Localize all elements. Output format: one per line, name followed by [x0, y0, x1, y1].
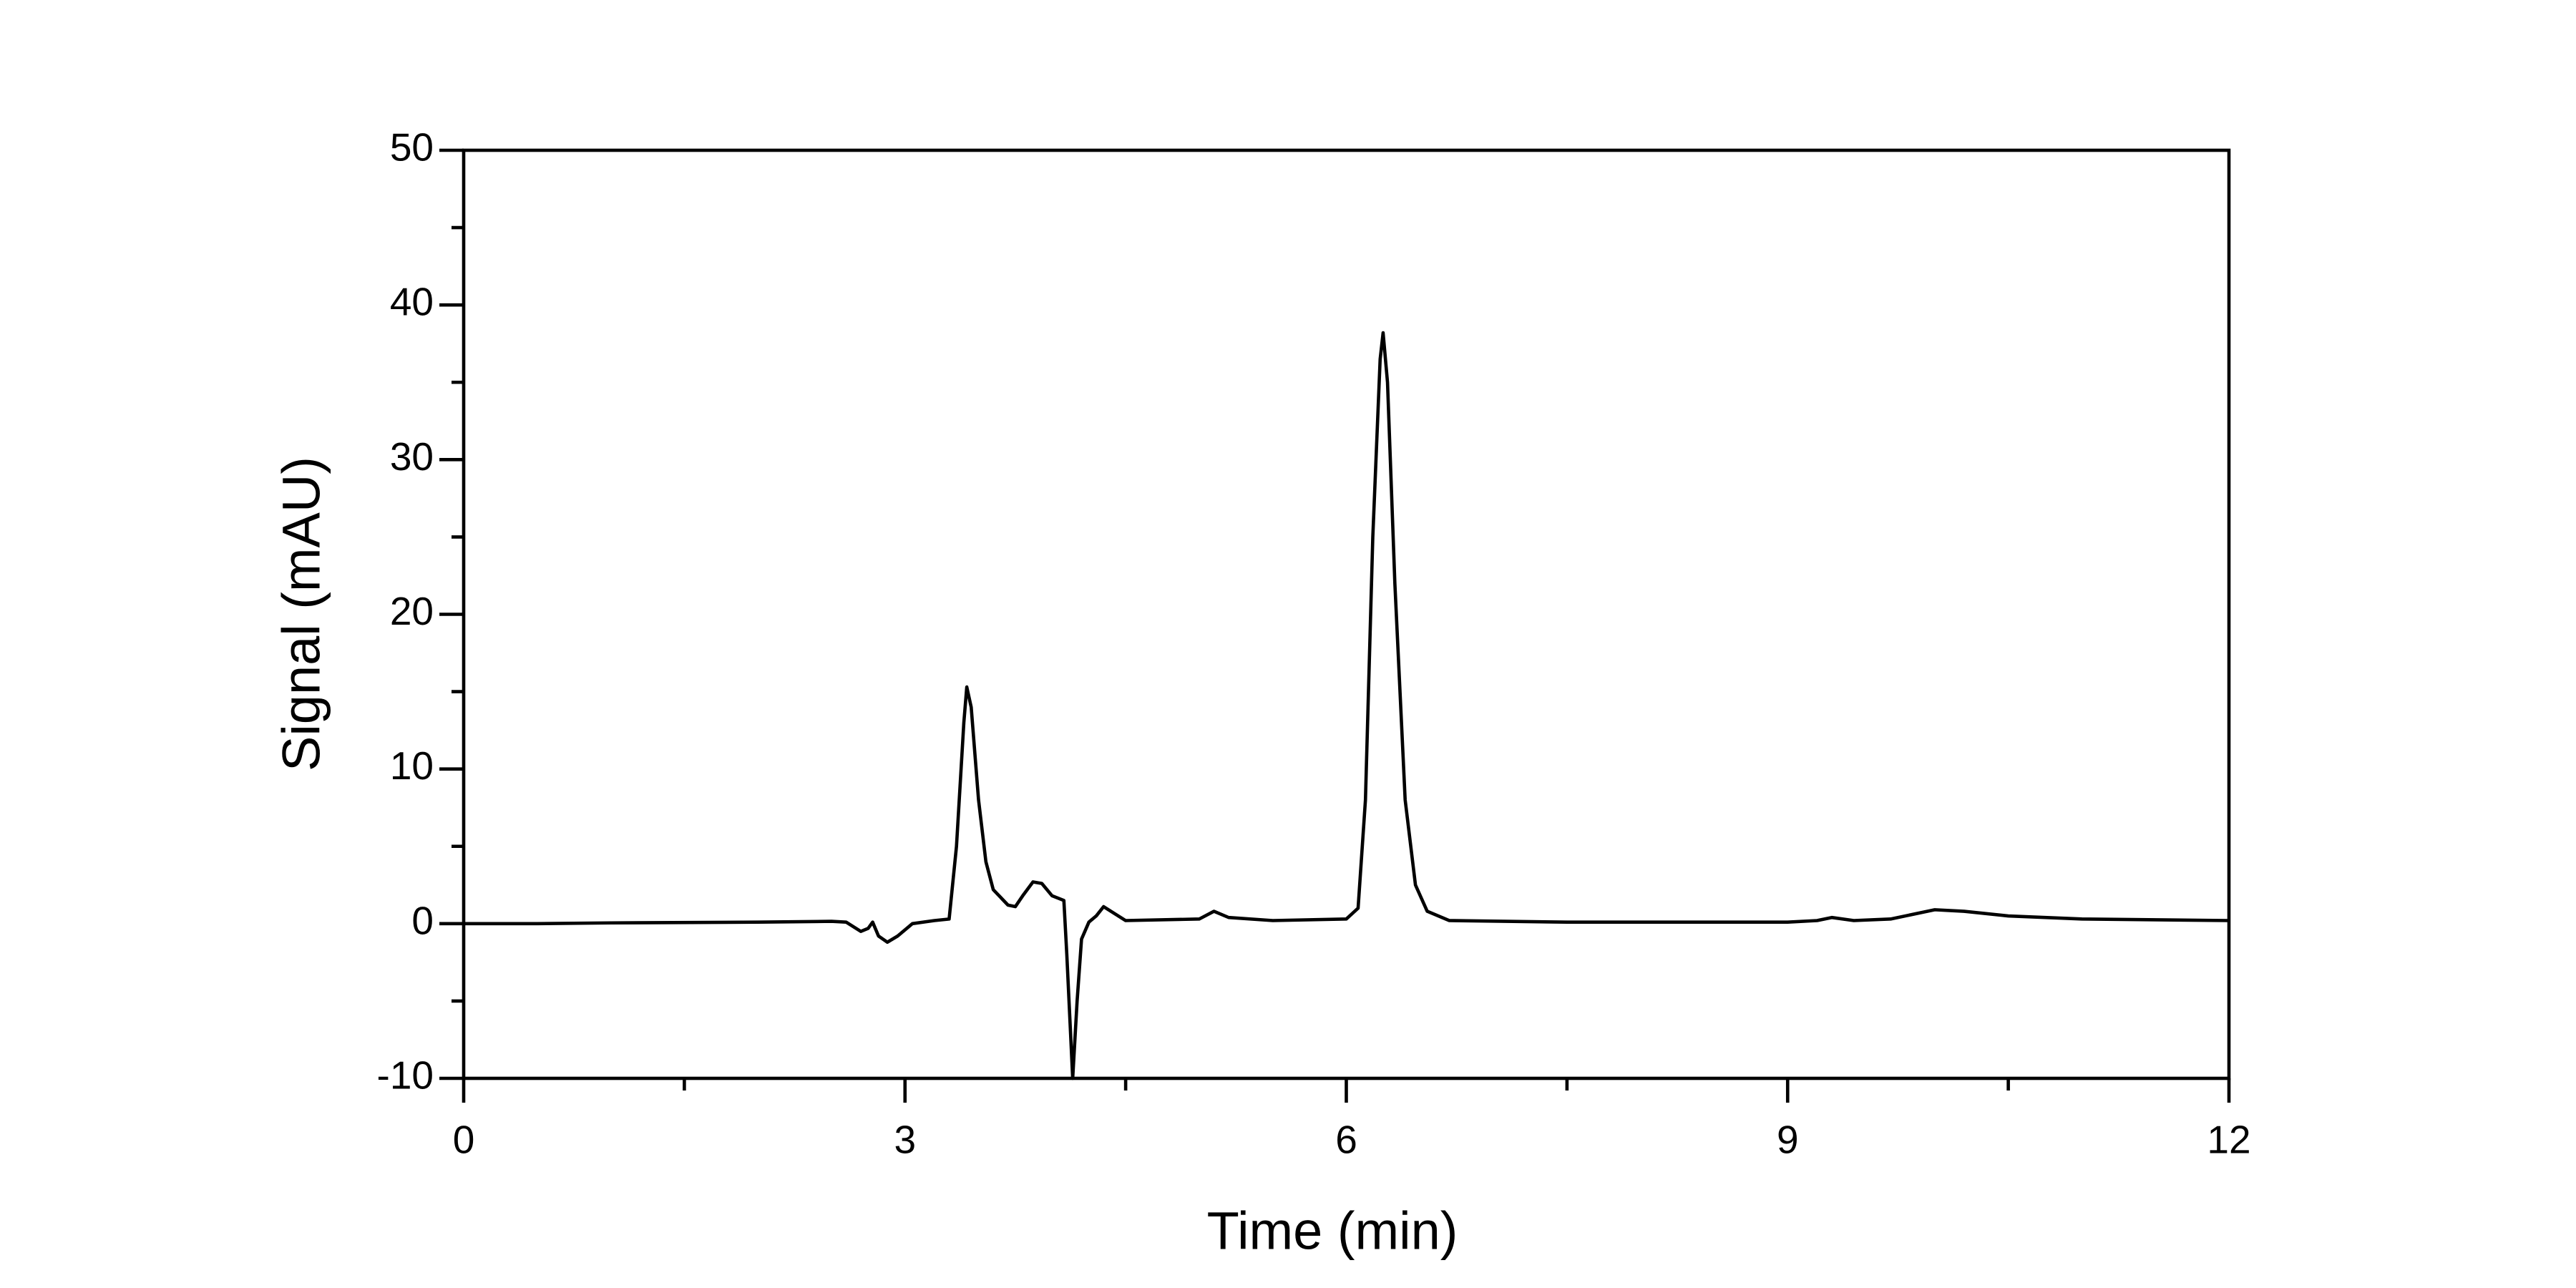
- y-tick-label: -10: [377, 1053, 434, 1098]
- signal-line: [464, 331, 2230, 1080]
- x-tick-label: 3: [894, 1118, 916, 1162]
- x-tick-label: 6: [1335, 1118, 1357, 1162]
- x-tick-label: 12: [2207, 1118, 2250, 1162]
- y-tick-label: 10: [390, 743, 434, 788]
- y-tick-label: 0: [411, 898, 434, 942]
- x-axis-title: Time (min): [1207, 1201, 1458, 1261]
- y-tick-label: 40: [390, 280, 434, 324]
- x-tick-label: 9: [1777, 1118, 1799, 1162]
- y-tick-label: 50: [390, 125, 434, 170]
- y-tick-label: 20: [390, 589, 434, 633]
- plot-frame: [462, 148, 2231, 1080]
- y-axis-title: Signal (mAU): [272, 457, 331, 771]
- y-tick-label: 30: [390, 434, 434, 479]
- x-tick-label: 0: [453, 1118, 475, 1162]
